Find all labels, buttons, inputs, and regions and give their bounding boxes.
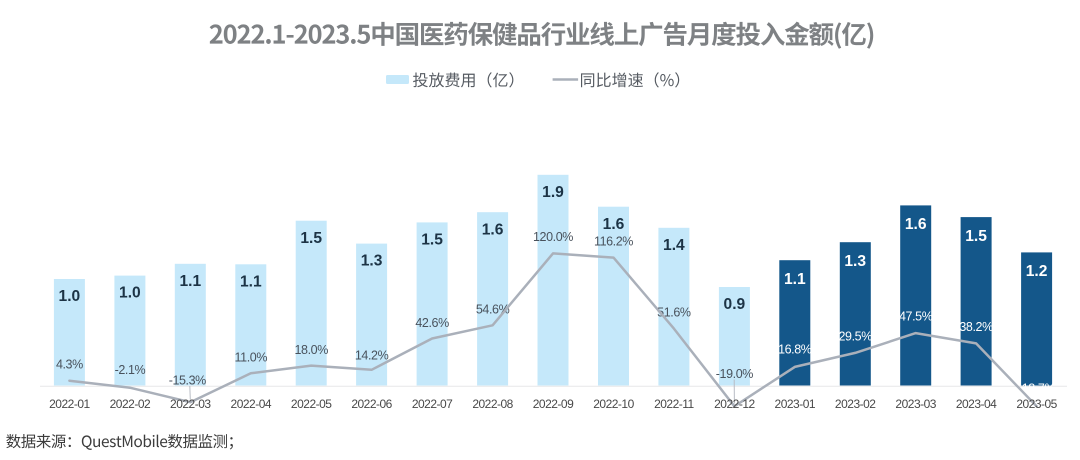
svg-text:1.9: 1.9 xyxy=(542,184,564,201)
svg-text:1.0: 1.0 xyxy=(119,285,141,302)
svg-text:47.5%: 47.5% xyxy=(899,309,933,323)
svg-text:1.3: 1.3 xyxy=(844,253,866,270)
svg-text:1.1: 1.1 xyxy=(179,273,201,290)
svg-text:2022-10: 2022-10 xyxy=(593,397,634,411)
svg-text:2022-05: 2022-05 xyxy=(291,397,332,411)
svg-text:2023-01: 2023-01 xyxy=(775,397,816,411)
svg-text:2023-04: 2023-04 xyxy=(956,397,997,411)
svg-text:14.2%: 14.2% xyxy=(355,348,389,362)
svg-text:51.6%: 51.6% xyxy=(657,306,691,320)
svg-text:0.9: 0.9 xyxy=(724,296,746,313)
svg-text:116.2%: 116.2% xyxy=(594,235,633,249)
svg-text:2022-02: 2022-02 xyxy=(110,397,151,411)
svg-text:2022-03: 2022-03 xyxy=(170,397,211,411)
svg-text:2022-12: 2022-12 xyxy=(714,397,755,411)
svg-text:-2.1%: -2.1% xyxy=(115,363,146,377)
svg-text:2022-07: 2022-07 xyxy=(412,397,453,411)
svg-text:1.2: 1.2 xyxy=(1026,263,1048,280)
svg-text:2023-05: 2023-05 xyxy=(1016,397,1057,411)
svg-text:2023-02: 2023-02 xyxy=(835,397,876,411)
svg-text:2022-04: 2022-04 xyxy=(231,397,272,411)
svg-text:38.2%: 38.2% xyxy=(959,320,993,334)
svg-text:-15.3%: -15.3% xyxy=(169,374,206,388)
svg-text:1.6: 1.6 xyxy=(482,221,504,238)
svg-text:18.0%: 18.0% xyxy=(294,343,328,357)
svg-text:1.3: 1.3 xyxy=(361,253,383,270)
svg-text:1.6: 1.6 xyxy=(905,216,927,233)
svg-text:16.8%: 16.8% xyxy=(778,343,812,357)
svg-text:29.5%: 29.5% xyxy=(838,329,872,343)
svg-text:2022-11: 2022-11 xyxy=(654,397,694,411)
svg-text:-19.0%: -19.0% xyxy=(716,367,753,381)
svg-text:1.5: 1.5 xyxy=(300,230,322,247)
svg-text:2022-09: 2022-09 xyxy=(533,397,574,411)
svg-text:1.4: 1.4 xyxy=(663,237,685,254)
svg-text:1.6: 1.6 xyxy=(603,216,625,233)
svg-text:2022-08: 2022-08 xyxy=(472,397,513,411)
svg-text:120.0%: 120.0% xyxy=(533,230,573,244)
svg-text:4.3%: 4.3% xyxy=(56,358,83,372)
svg-text:1.0: 1.0 xyxy=(59,288,81,305)
svg-text:2022-06: 2022-06 xyxy=(351,397,392,411)
svg-text:1.5: 1.5 xyxy=(421,232,443,249)
svg-text:1.5: 1.5 xyxy=(965,228,987,245)
svg-text:11.0%: 11.0% xyxy=(235,351,268,365)
svg-text:2022-01: 2022-01 xyxy=(49,397,90,411)
svg-text:1.1: 1.1 xyxy=(240,273,262,290)
svg-text:2023-03: 2023-03 xyxy=(895,397,936,411)
svg-text:1.1: 1.1 xyxy=(784,271,806,288)
svg-text:42.6%: 42.6% xyxy=(415,316,449,330)
svg-text:-18.7%: -18.7% xyxy=(1018,382,1055,396)
